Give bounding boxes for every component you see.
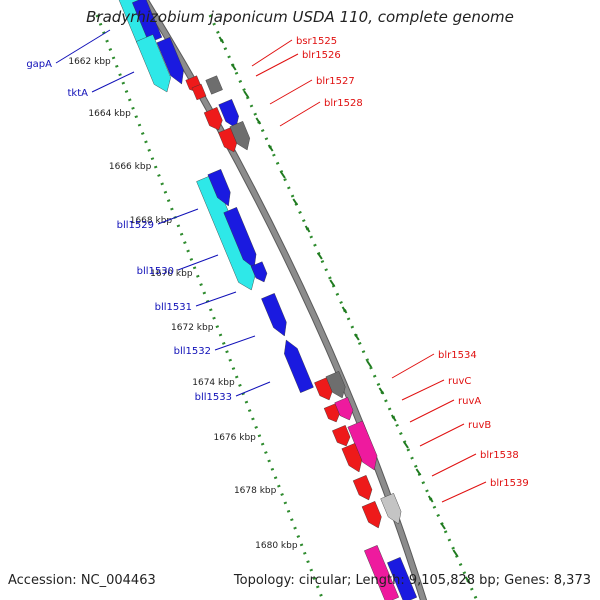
tick-mark [255, 117, 262, 125]
tick-mark [230, 63, 237, 71]
gene-label-bll1532: bll1532 [174, 346, 211, 357]
gene-label-blr1539: blr1539 [490, 478, 529, 489]
tick-mark [415, 468, 422, 476]
tick-mark [292, 198, 299, 206]
leader-line-ruvC [401, 379, 445, 401]
leader-line-blr1538 [431, 453, 477, 477]
gene-arrow-blr1534 [314, 377, 333, 401]
gene-label-bsr1525: bsr1525 [296, 36, 337, 47]
tick-label: 1674 kbp [192, 378, 235, 388]
gene-arrow-blr1538 [341, 443, 363, 473]
tick-label: 1668 kbp [130, 216, 173, 226]
genome-summary: Topology: circular; Length: 9,105,828 bp… [233, 573, 591, 588]
gene-arrow-tktA [136, 34, 171, 93]
leader-line-blr1539 [441, 481, 487, 503]
leader-line-ruvB [419, 423, 465, 447]
gene-arrow-bll1530 [207, 169, 231, 207]
gene-label-blr1538: blr1538 [480, 450, 519, 461]
map-title: Bradyrhizobium japonicum USDA 110, compl… [86, 8, 514, 26]
tick-mark [452, 549, 459, 557]
leader-line-blr1527 [269, 79, 313, 105]
leader-line-gapA [55, 29, 111, 64]
tick-mark [280, 171, 286, 179]
tick-mark [390, 414, 397, 422]
gene-arrow-bottom-2 [387, 557, 418, 600]
gene-arrow-ruvA [323, 403, 340, 423]
backbone [142, 0, 427, 600]
gene-label-blr1526: blr1526 [302, 50, 341, 61]
tick-label: 1678 kbp [234, 486, 277, 496]
gene-arrow-bll1533 [284, 339, 314, 393]
backbone-edge [140, 0, 428, 600]
gene-arrow-blr1538-2 [352, 475, 373, 501]
gene-arrow-blr1528 [218, 99, 239, 129]
leader-line-bll1529 [157, 208, 199, 225]
tick-mark [243, 90, 249, 98]
tick-mark [366, 360, 372, 368]
gene-label-bll1533: bll1533 [195, 392, 232, 403]
tick-mark [317, 252, 323, 260]
gene-arrow-bll1531 [223, 207, 257, 269]
tick-label: 1666 kbp [109, 162, 152, 172]
tick-mark [427, 495, 434, 503]
leader-line-bll1532 [214, 335, 256, 351]
gene-arrow-blr1539-2 [361, 501, 382, 529]
leader-line-blr1534 [391, 353, 435, 379]
leader-line-ruvA [409, 399, 455, 423]
gene-arrow-ruvB [332, 425, 351, 447]
leader-line-bll1533 [235, 381, 271, 397]
gene-arrow-tktA-2 [156, 37, 184, 85]
gene-arrow-blr1528-2 [229, 121, 251, 151]
tick-mark [341, 306, 348, 314]
tick-label: 1664 kbp [88, 109, 131, 119]
tick-mark [403, 441, 409, 449]
gene-arrow-gapA-2 [132, 0, 163, 43]
tick-label: 1680 kbp [255, 541, 298, 551]
gene-label-ruvA: ruvA [458, 396, 481, 407]
gene-label-blr1527: blr1527 [316, 76, 355, 87]
gene-label-bll1529: bll1529 [117, 220, 154, 231]
gene-arrow-blr1527 [203, 107, 223, 131]
tick-mark [440, 522, 446, 530]
tick-track-inner [95, 14, 325, 600]
gene-label-bll1530: bll1530 [137, 266, 174, 277]
gene-arrow-blr1539 [380, 493, 402, 525]
tick-mark [464, 576, 471, 584]
tick-mark [378, 387, 385, 395]
gene-label-tktA: tktA [68, 88, 89, 99]
gene-arrow-bottom [364, 545, 400, 600]
gene-arrow-ruvC [325, 371, 346, 399]
gene-arrow-blr1526 [205, 75, 223, 95]
tick-label: 1662 kbp [68, 57, 111, 67]
leader-line-blr1528 [279, 101, 321, 127]
gene-label-bll1531: bll1531 [155, 302, 192, 313]
gene-label-blr1534: blr1534 [438, 350, 477, 361]
gene-arrow-bll1531-2 [250, 261, 268, 283]
gene-arrow-ruvA-2 [334, 397, 354, 421]
tick-mark [353, 333, 360, 341]
accession-label: Accession: NC_004463 [8, 573, 156, 588]
tick-label: 1672 kbp [171, 323, 214, 333]
tick-mark [329, 279, 336, 287]
tick-label: 1676 kbp [213, 433, 256, 443]
gene-label-gapA: gapA [26, 59, 52, 70]
gene-arrow-bsr1525-2 [191, 83, 207, 101]
gene-arrow-bll1532 [261, 293, 287, 337]
tick-label: 1670 kbp [150, 269, 193, 279]
gene-label-blr1528: blr1528 [324, 98, 363, 109]
tick-mark [218, 36, 225, 44]
gene-label-ruvC: ruvC [448, 376, 471, 387]
tick-mark [267, 144, 274, 152]
tick-mark [304, 225, 311, 233]
leader-line-blr1526 [255, 53, 299, 77]
leader-line-bll1531 [195, 291, 237, 307]
leader-line-bll1530 [177, 254, 219, 271]
leader-line-bsr1525 [251, 39, 293, 67]
gene-label-ruvB: ruvB [468, 420, 491, 431]
leader-line-tktA [91, 71, 135, 93]
